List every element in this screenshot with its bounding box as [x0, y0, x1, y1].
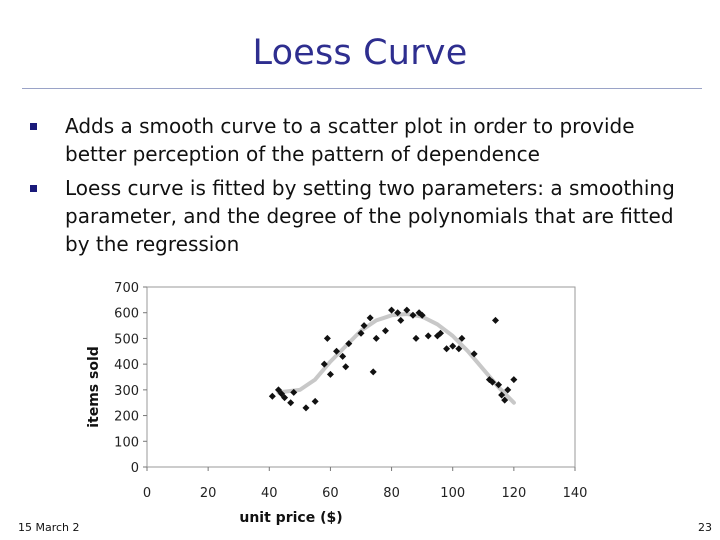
data-point — [381, 327, 389, 335]
scatter-chart: 0 100 200 300 400 500 600 700 0 20 40 60 80 100 120 140… — [86, 281, 588, 525]
data-point — [366, 314, 374, 322]
data-point — [326, 370, 334, 378]
data-point — [372, 334, 380, 342]
page-number: 23 — [698, 521, 712, 534]
data-point — [268, 392, 276, 400]
data-point — [412, 334, 420, 342]
data-point — [394, 309, 402, 317]
y-tick-label: 200 — [114, 410, 139, 425]
data-point — [424, 332, 432, 340]
data-point — [274, 386, 282, 394]
data-point — [498, 391, 506, 399]
x-tick-label: 140 — [563, 486, 588, 501]
data-point — [495, 381, 503, 389]
x-tick-label: 40 — [261, 486, 278, 501]
y-tick-label: 100 — [114, 435, 139, 450]
data-point — [302, 404, 310, 412]
footer-date: 15 March 2 — [18, 521, 80, 534]
loess-curve — [276, 312, 516, 405]
x-tick-label: 100 — [440, 486, 465, 501]
data-point — [510, 376, 518, 384]
square-bullet-icon — [30, 185, 37, 192]
x-tick-label: 120 — [501, 486, 526, 501]
x-axis-label: unit price ($) — [239, 510, 342, 525]
y-tick-label: 600 — [114, 307, 139, 322]
data-point — [397, 316, 405, 324]
data-point — [311, 397, 319, 405]
data-point — [504, 386, 512, 394]
data-point — [320, 360, 328, 368]
y-tick-label: 0 — [131, 461, 139, 476]
data-point — [333, 347, 341, 355]
y-tick-label: 700 — [114, 281, 139, 296]
data-point — [488, 378, 496, 386]
data-point — [281, 394, 289, 402]
y-tick-label: 300 — [114, 384, 139, 399]
bullet-item: Loess curve is fitted by setting two par… — [28, 174, 688, 258]
data-point — [449, 342, 457, 350]
plot-frame — [146, 286, 576, 468]
y-tick-label: 500 — [114, 332, 139, 347]
slide-title: Loess Curve — [252, 33, 468, 73]
data-point — [342, 363, 350, 371]
bullet-text: Loess curve is fitted by setting two par… — [65, 176, 675, 256]
bullet-text: Adds a smooth curve to a scatter plot in… — [65, 114, 635, 166]
data-point — [418, 311, 426, 319]
data-point — [415, 309, 423, 317]
data-point — [436, 329, 444, 337]
data-point — [369, 368, 377, 376]
data-point — [388, 306, 396, 314]
data-point — [470, 350, 478, 358]
x-tick-label: 0 — [143, 486, 151, 501]
bullet-item: Adds a smooth curve to a scatter plot in… — [28, 112, 688, 168]
x-tick-label: 60 — [322, 486, 339, 501]
data-point — [409, 311, 417, 319]
data-point — [339, 352, 347, 360]
x-tick-label: 20 — [200, 486, 217, 501]
square-bullet-icon — [30, 123, 37, 130]
y-tick-label: 400 — [114, 358, 139, 373]
bullet-list: Adds a smooth curve to a scatter plot in… — [28, 112, 688, 264]
data-point — [360, 322, 368, 330]
data-point — [345, 340, 353, 348]
data-point — [443, 345, 451, 353]
data-point — [458, 334, 466, 342]
data-point — [492, 316, 500, 324]
x-tick-label: 80 — [383, 486, 400, 501]
data-point — [278, 390, 286, 398]
data-point — [290, 388, 298, 396]
data-point — [501, 396, 509, 404]
data-point — [455, 345, 463, 353]
y-axis-label: items sold — [86, 346, 102, 428]
data-point — [323, 334, 331, 342]
title-divider — [22, 88, 702, 89]
data-point — [287, 399, 295, 407]
data-point — [357, 329, 365, 337]
data-point — [403, 306, 411, 314]
